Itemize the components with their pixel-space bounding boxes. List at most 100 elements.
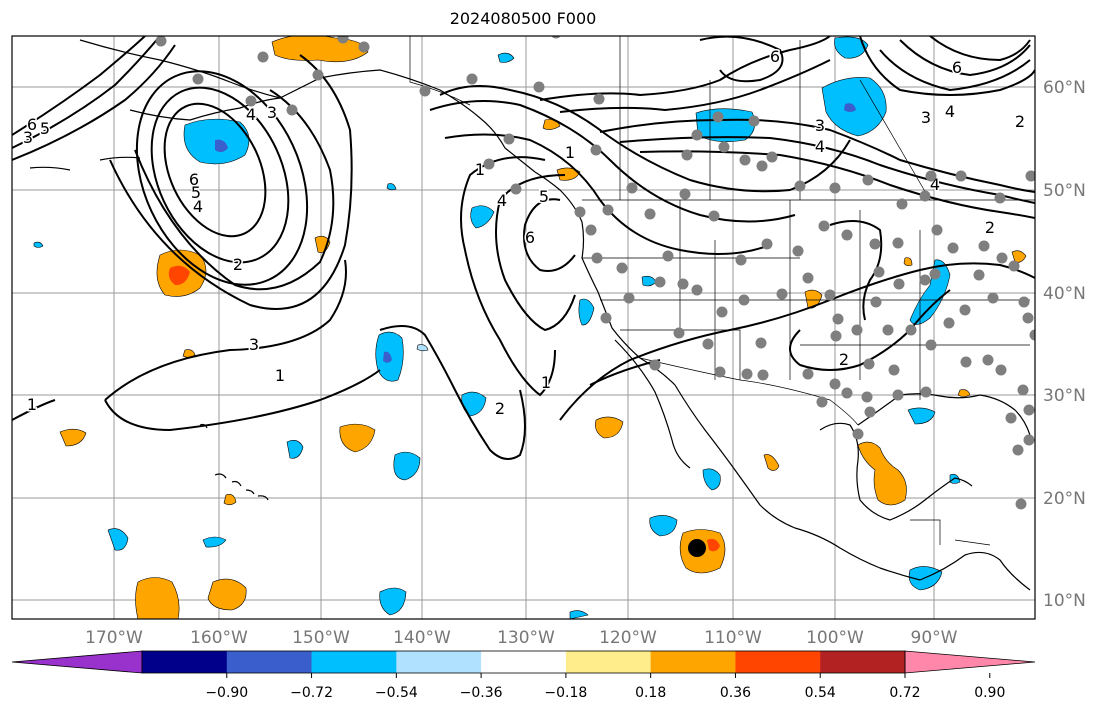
- station-dot: [679, 188, 691, 200]
- map-frame: [11, 35, 1036, 620]
- contour-label: 2: [1015, 112, 1025, 131]
- contour-label: 3: [921, 108, 931, 127]
- station-dot: [888, 364, 900, 376]
- contour-label: 1: [475, 160, 485, 179]
- contour-label: 4: [815, 137, 825, 156]
- contour-label: 3: [249, 335, 259, 354]
- station-dot: [312, 69, 324, 81]
- colorbar-outline: [141, 650, 906, 674]
- contour-label: 1: [541, 373, 551, 392]
- station-dot: [358, 41, 370, 53]
- contour-label: 4: [246, 105, 256, 124]
- station-dot: [1005, 412, 1017, 424]
- contour-label: 1: [275, 366, 285, 385]
- longitude-label: 130°W: [497, 628, 555, 648]
- colorbar-extend-low: [11, 650, 143, 674]
- station-dot: [766, 151, 778, 163]
- station-dot: [959, 304, 971, 316]
- station-dot: [708, 210, 720, 222]
- colorbar-segment: [311, 651, 397, 673]
- station-dot: [1012, 444, 1024, 456]
- station-dot: [862, 174, 874, 186]
- station-dot: [892, 389, 904, 401]
- station-dots: [155, 36, 1035, 510]
- contour-label: 4: [945, 102, 955, 121]
- station-dot: [616, 262, 628, 274]
- station-dot: [863, 358, 875, 370]
- station-dot: [1023, 404, 1035, 416]
- colorbar-tick-label: −0.72: [290, 685, 333, 701]
- station-dot: [892, 237, 904, 249]
- station-dot: [716, 306, 728, 318]
- station-dot: [510, 183, 522, 195]
- station-dot: [861, 391, 873, 403]
- contour-label: 5: [539, 187, 549, 206]
- station-dot: [644, 208, 656, 220]
- contour-label: 3: [267, 103, 277, 122]
- station-dot: [870, 296, 882, 308]
- station-dot: [994, 192, 1006, 204]
- station-dot: [905, 324, 917, 336]
- colorbar-segment: [650, 651, 736, 673]
- latitude-labels: 60°N 50°N 40°N 30°N 20°N 10°N: [1043, 78, 1086, 611]
- station-dot: [1022, 312, 1034, 324]
- station-dot: [1008, 260, 1020, 272]
- station-dot: [1025, 170, 1035, 182]
- station-dot: [503, 133, 515, 145]
- station-dot: [960, 356, 972, 368]
- station-dot: [591, 252, 603, 264]
- colorbar-segment: [481, 651, 567, 673]
- station-dot: [869, 238, 881, 250]
- station-dot: [677, 278, 689, 290]
- longitude-label: 110°W: [704, 628, 762, 648]
- contour-label: 1: [27, 395, 37, 414]
- contour-label: 2: [233, 255, 243, 274]
- station-dot: [841, 229, 853, 241]
- station-dot: [761, 238, 773, 250]
- station-dot: [593, 93, 605, 105]
- station-dot: [533, 81, 545, 93]
- station-dot: [955, 170, 967, 182]
- station-dot: [943, 317, 955, 329]
- latitude-label: 30°N: [1043, 386, 1086, 406]
- colorbar-segment: [735, 651, 821, 673]
- contour-label: 1: [565, 143, 575, 162]
- station-dot: [649, 359, 661, 371]
- station-dot: [818, 220, 830, 232]
- contour-label: 3: [23, 128, 33, 147]
- station-dot: [824, 289, 836, 301]
- contour-label: 4: [497, 191, 507, 210]
- station-dot: [851, 324, 863, 336]
- station-dot: [873, 266, 885, 278]
- station-dot: [718, 141, 730, 153]
- station-dot: [893, 278, 905, 290]
- station-dot: [829, 182, 841, 194]
- station-dot: [1017, 384, 1029, 396]
- station-dot: [1018, 296, 1030, 308]
- station-dot: [702, 338, 714, 350]
- station-dot: [832, 313, 844, 325]
- station-dot: [602, 204, 614, 216]
- station-dot: [691, 129, 703, 141]
- contour-label: 6: [770, 47, 780, 66]
- map-title: 2024080500 F000: [449, 9, 597, 28]
- station-dot: [756, 160, 768, 172]
- station-dot: [925, 339, 937, 351]
- station-dot: [626, 182, 638, 194]
- contours: [12, 36, 1035, 460]
- station-dot: [337, 36, 349, 44]
- station-dot: [929, 268, 941, 280]
- station-dot: [987, 292, 999, 304]
- station-dot: [673, 327, 685, 339]
- contour-label: 5: [40, 119, 50, 138]
- longitude-label: 160°W: [190, 628, 248, 648]
- longitude-label: 100°W: [806, 628, 864, 648]
- station-dot: [829, 378, 841, 390]
- station-dot: [802, 368, 814, 380]
- colorbar-segment: [565, 651, 652, 673]
- station-dot: [882, 324, 894, 336]
- colorbar-segment: [820, 651, 906, 673]
- station-dot: [947, 242, 959, 254]
- station-dot: [978, 240, 990, 252]
- station-dot: [155, 36, 167, 47]
